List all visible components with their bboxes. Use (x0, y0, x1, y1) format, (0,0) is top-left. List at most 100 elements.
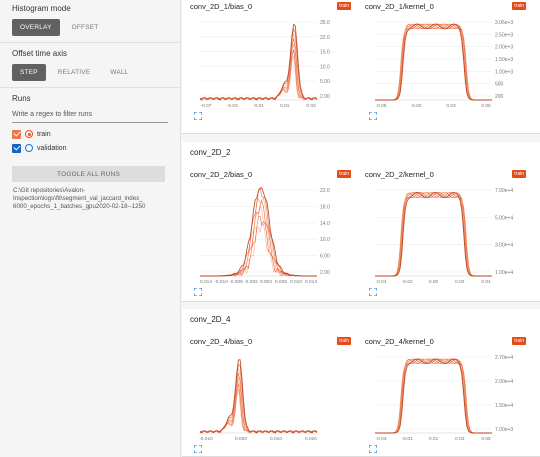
expand-icon[interactable] (369, 112, 377, 120)
regex-filter-input[interactable]: Write a regex to filter runs (12, 109, 168, 123)
y-tick-label: 6.00 (320, 254, 330, 260)
histogram-series-line (199, 363, 318, 434)
histogram-plot: 2.70e+4 2.00e+4 1.50e+4 7.00e+3 -0.03 -0.01 0.… (375, 355, 513, 442)
run-tag-badge: train (512, 2, 526, 10)
histogram-series-line (375, 358, 492, 434)
x-tick-label: -0.01 (253, 103, 264, 109)
x-tick-label: 0.000 (235, 436, 247, 442)
y-tick-label: 3.00e+4 (495, 243, 513, 249)
y-tick-label: 2.50e+3 (495, 32, 513, 38)
histogram-series-line (200, 216, 317, 277)
histogram-plot: 35.0 22.0 15.0 10.0 5.00 2.00 -0.07 -0.03 -0.01 0… (199, 20, 330, 109)
histogram-series-line (199, 368, 318, 434)
histogram-card: conv_2D_1/bias_0 train 35.0 22.0 15.0 10.0 5.0… (182, 2, 357, 122)
y-tick-label: 7.00e+3 (495, 427, 513, 433)
step-button[interactable]: STEP (12, 64, 46, 81)
y-tick-label: 22.0 (320, 35, 330, 41)
x-tick-label: -0.05 (376, 103, 387, 109)
histogram-series-line (199, 388, 318, 434)
expand-icon[interactable] (194, 112, 202, 120)
group-title-conv-2d-2: conv_2D_2 (190, 148, 231, 157)
histogram-series-line (199, 33, 318, 101)
histogram-series-line (375, 358, 492, 434)
histogram-series-line (375, 23, 492, 101)
x-tick-label: 0.014 (305, 279, 317, 285)
x-tick-label: 0.00 (429, 279, 439, 285)
histogram-plot: 22.018.014.010.06.002.000.014 -0.010 -0.00… (200, 187, 330, 285)
y-tick-label: 15.0 (320, 50, 330, 56)
validation-color-radio-icon[interactable] (25, 144, 33, 152)
y-tick-label: 1.50e+3 (495, 57, 513, 63)
x-tick-label: -0.07 (201, 103, 212, 109)
main-panel: conv_2D_2 conv_2D_4 conv_2D_1/bias_0 trai… (182, 0, 540, 457)
y-tick-label: 1.50e+4 (495, 403, 513, 409)
overlay-button[interactable]: OVERLAY (12, 19, 60, 36)
x-tick-label: -0.03 (376, 436, 387, 442)
histogram-series-line (200, 373, 318, 434)
expand-icon[interactable] (369, 288, 377, 296)
card-title: conv_2D_2/kernel_0 (365, 170, 434, 179)
expand-icon[interactable] (194, 445, 202, 453)
run-row-validation: validation (12, 141, 168, 155)
histogram-series-line (200, 197, 317, 277)
validation-checkbox[interactable] (12, 143, 21, 153)
offset-time-axis-title: Offset time axis (12, 49, 67, 58)
y-tick-label: 5.00 (320, 79, 330, 85)
offset-time-axis-section: Offset time axis STEP RELATIVE WALL (0, 43, 180, 88)
y-tick-label: 35.0 (320, 20, 330, 26)
x-tick-label: 0.05 (481, 103, 491, 109)
expand-icon[interactable] (194, 288, 202, 296)
expand-icon[interactable] (369, 445, 377, 453)
y-tick-label: 2.00 (320, 270, 330, 276)
histogram-series-line (375, 192, 492, 277)
x-tick-label: -0.04 (376, 279, 387, 285)
y-tick-label: 500 (495, 82, 504, 88)
histogram-series-line (375, 23, 492, 101)
run-label-validation: validation (37, 144, 67, 152)
histogram-card: conv_2D_4/bias_0 train -0.010 0.000 0.010 0.0… (182, 337, 357, 455)
x-tick-label: 0.010 (290, 279, 302, 285)
histogram-plot: 3.06e+3 2.50e+3 2.00e+3 1.50e+3 1.00e+3 500 20… (375, 20, 513, 109)
train-checkbox[interactable] (12, 129, 21, 139)
histogram-series-line (375, 23, 492, 101)
card-title: conv_2D_4/kernel_0 (365, 337, 434, 346)
histogram-series-line (199, 23, 318, 101)
histogram-mode-title: Histogram mode (12, 4, 71, 13)
x-tick-label: -0.010 (199, 436, 213, 442)
histogram-series-line (375, 23, 492, 101)
x-tick-label: 0.04 (481, 279, 491, 285)
x-tick-label: 0.006 (275, 279, 287, 285)
histogram-plot: 7.00e+4 5.00e+4 3.00e+4 1.00e+4 -0.04 -0.02 0.… (375, 188, 513, 285)
wall-button[interactable]: WALL (110, 69, 129, 76)
offset-button[interactable]: OFFSET (71, 24, 99, 31)
run-row-train: train (12, 127, 168, 141)
histogram-series-line (375, 358, 492, 434)
x-tick-label: -0.006 (229, 279, 243, 285)
histogram-series-line (375, 358, 492, 434)
histogram-series-line (375, 192, 492, 277)
y-tick-label: 10.0 (320, 64, 330, 70)
log-path: C:\Git repositories\Avalon- Inspection\l… (13, 187, 146, 210)
histogram-series-line (375, 192, 492, 277)
histogram-series-line (200, 187, 317, 277)
histogram-series-line (375, 192, 492, 277)
x-tick-label: 0.002 (260, 279, 272, 285)
relative-button[interactable]: RELATIVE (57, 69, 91, 76)
y-tick-label: 1.00e+4 (495, 270, 513, 276)
histogram-card: conv_2D_2/kernel_0 train 7.00e+4 5.00e+4 3.0… (357, 170, 532, 298)
y-tick-label: 7.00e+4 (495, 188, 513, 194)
histogram-card: conv_2D_4/kernel_0 train 2.70e+4 2.00e+4 1.5… (357, 337, 532, 455)
x-tick-label: 0.02 (455, 279, 465, 285)
y-tick-label: 1.00e+3 (495, 69, 513, 75)
train-color-radio-icon[interactable] (25, 130, 33, 138)
sidebar: Histogram mode OVERLAY OFFSET Offset tim… (0, 0, 181, 457)
card-title: conv_2D_1/kernel_0 (365, 2, 434, 11)
histogram-series-line (375, 23, 492, 101)
histogram-card: conv_2D_1/kernel_0 train 3.06e+3 2.50e+3 2.0… (357, 2, 532, 122)
y-tick-label: 14.0 (320, 221, 330, 227)
histogram-plot: -0.010 0.000 0.010 0.020 (199, 359, 318, 442)
toggle-all-runs-button[interactable]: TOGGLE ALL RUNS (12, 166, 165, 182)
x-tick-label: 0.03 (306, 103, 316, 109)
x-tick-label: -0.03 (227, 103, 238, 109)
x-tick-label: 0.01 (429, 436, 439, 442)
